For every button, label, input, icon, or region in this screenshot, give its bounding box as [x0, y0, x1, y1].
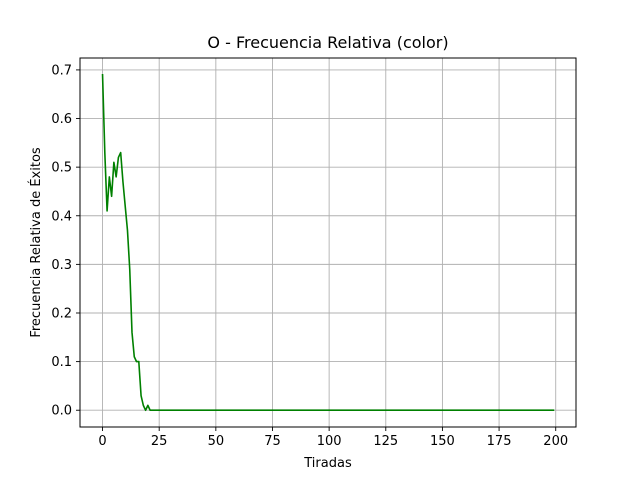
y-tick-label: 0.4	[51, 209, 72, 224]
y-tick-label: 0.0	[51, 404, 72, 419]
plot-frame	[79, 57, 577, 428]
x-tick-label: 50	[208, 434, 225, 449]
ticks: 0 25 50 75 100 125 150 175 200 0.0 0.1 0.2 0.3 0.4 0.5…	[51, 63, 568, 449]
y-axis-label: Frecuencia Relativa de Éxitos	[28, 147, 44, 338]
grid	[80, 58, 576, 427]
x-tick-label: 175	[487, 434, 512, 449]
x-tick-label: 25	[151, 434, 168, 449]
y-tick-label: 0.7	[51, 63, 72, 78]
x-tick-label: 100	[317, 434, 342, 449]
y-tick-label: 0.6	[51, 112, 72, 127]
chart-title: O - Frecuencia Relativa (color)	[207, 33, 448, 52]
y-tick-label: 0.3	[51, 258, 72, 273]
series-layer	[101, 73, 555, 412]
x-tick-label: 150	[430, 434, 455, 449]
y-tick-label: 0.1	[51, 355, 72, 370]
series-line	[101, 73, 555, 412]
x-tick-label: 75	[264, 434, 281, 449]
y-tick-label: 0.2	[51, 306, 72, 321]
x-tick-label: 200	[543, 434, 568, 449]
x-axis-label: Tiradas	[303, 456, 352, 471]
x-tick-label: 125	[373, 434, 398, 449]
x-tick-label: 0	[98, 434, 106, 449]
y-tick-label: 0.5	[51, 161, 72, 176]
